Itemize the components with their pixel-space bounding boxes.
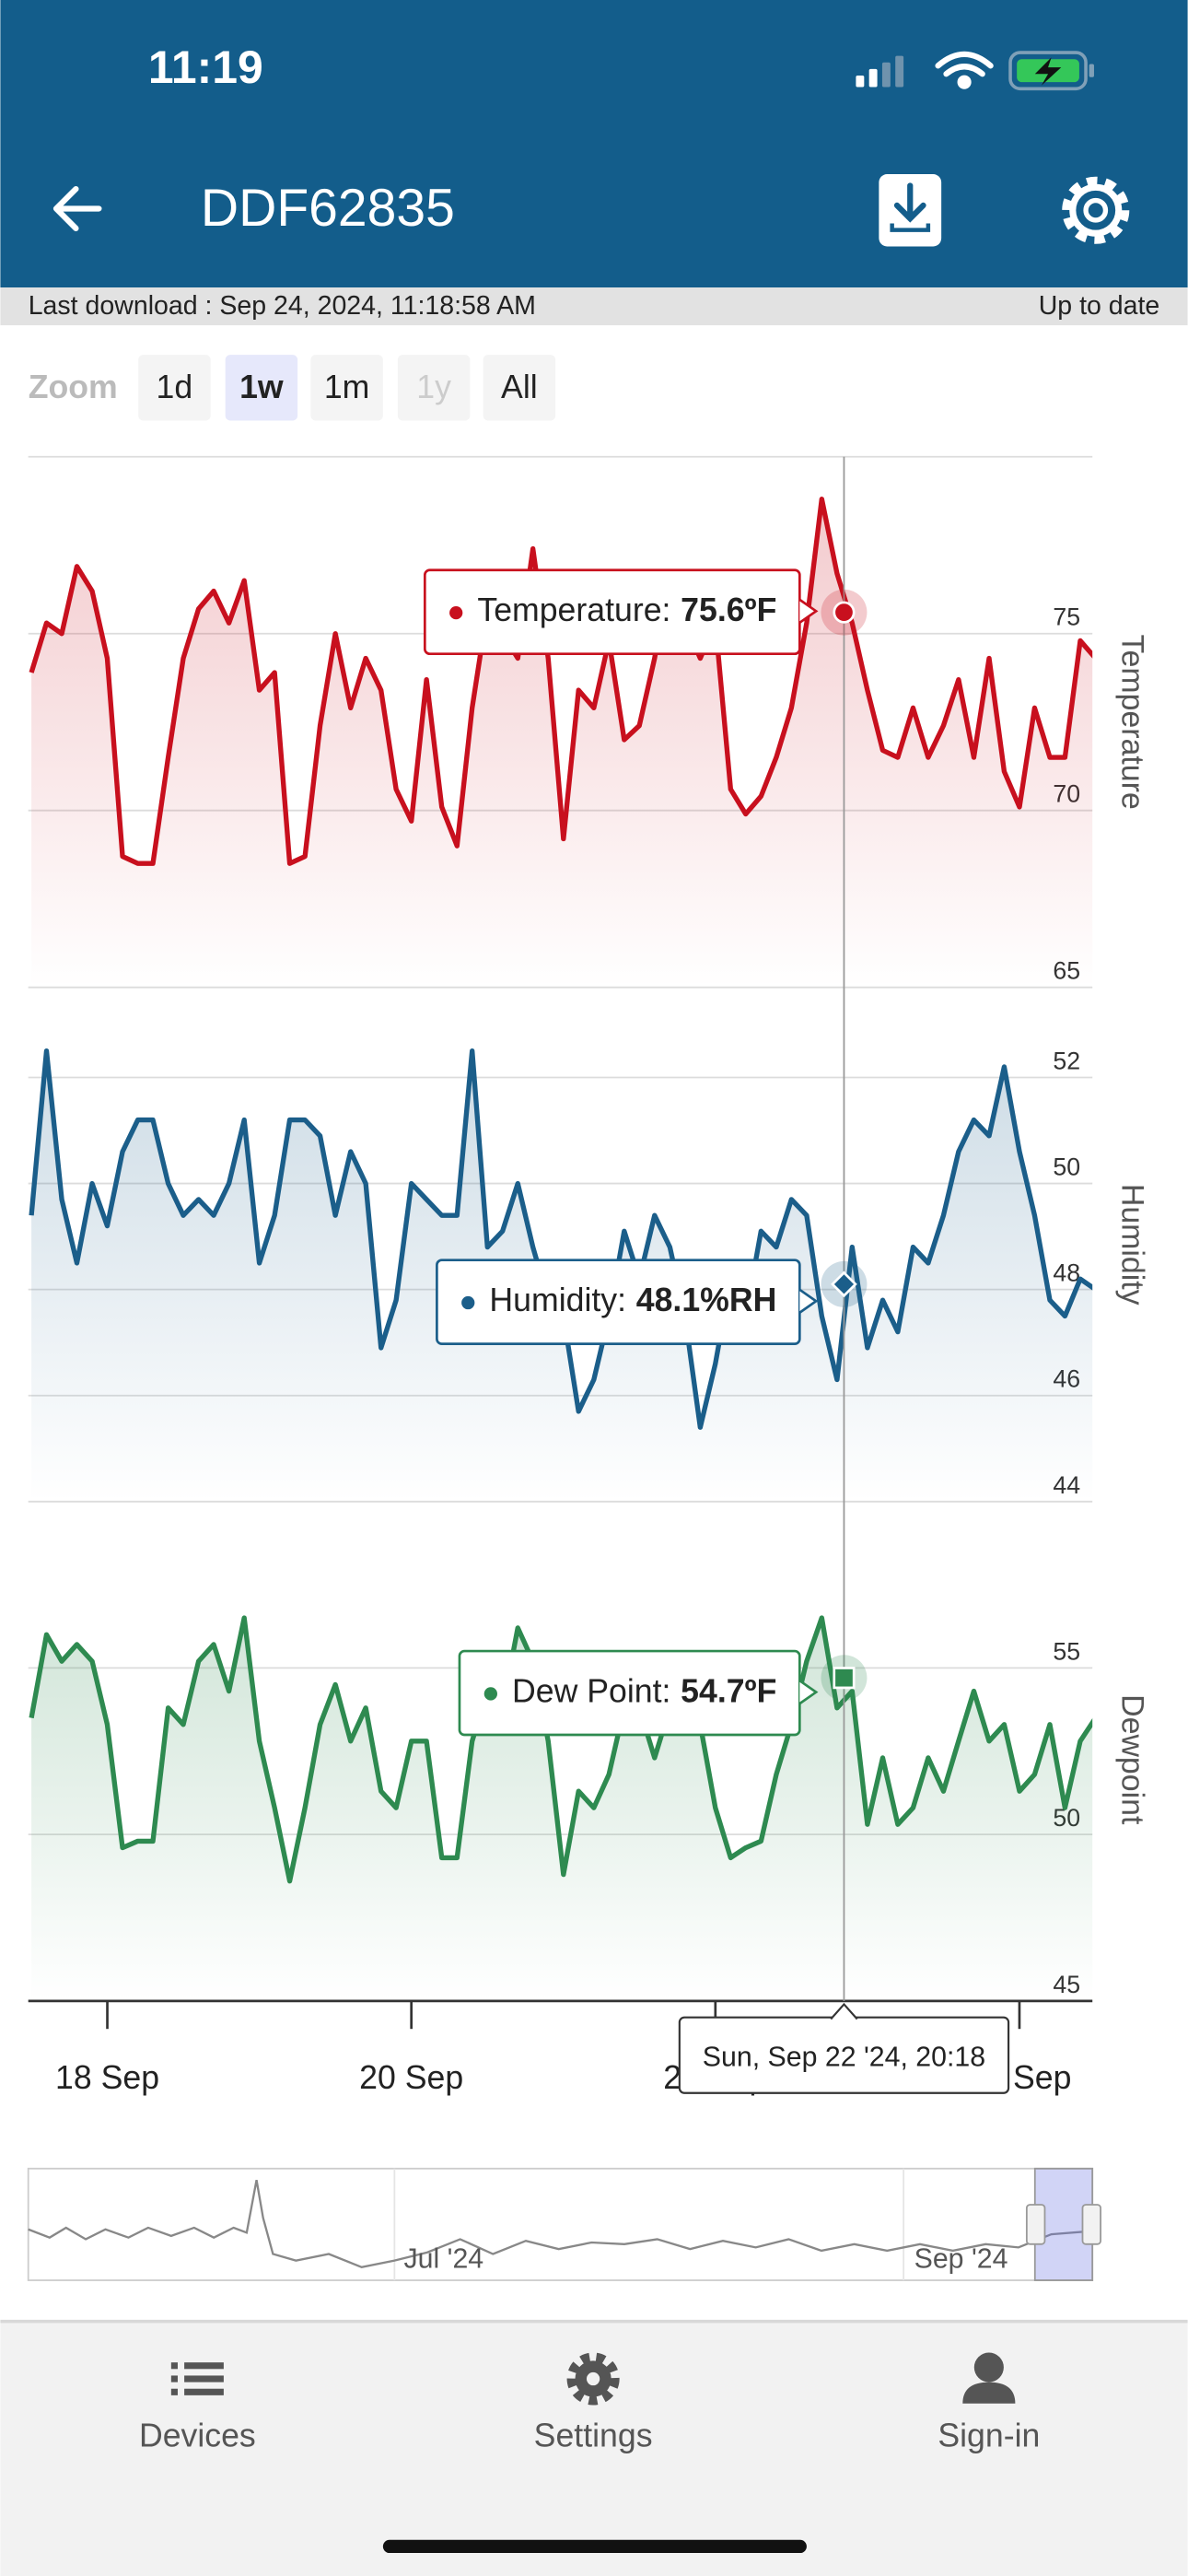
axis-title: Dewpoint — [1114, 1694, 1149, 1825]
tooltip-value: 54.7ºF — [681, 1673, 776, 1710]
zoom-button-label: All — [501, 369, 538, 405]
zoom-button: 1y — [397, 355, 471, 421]
tooltip-pointer — [798, 1680, 819, 1705]
navigator-handle[interactable] — [1081, 2204, 1101, 2245]
zoom-label: Zoom — [29, 369, 118, 405]
y-tick-label: 75 — [1053, 603, 1080, 631]
series-line — [29, 1615, 1093, 1884]
tooltip-text: Humidity: 48.1%RH — [489, 1282, 776, 1318]
series-area — [31, 1618, 1093, 2001]
back-button[interactable] — [52, 185, 102, 231]
zoom-button[interactable]: 1m — [310, 355, 383, 421]
tab-label: Devices — [139, 2418, 256, 2454]
tooltip-label: Dew Point: — [512, 1673, 670, 1710]
tooltip-dot — [449, 605, 463, 620]
series-line — [29, 497, 1093, 866]
x-tick-label: 20 Sep — [359, 2059, 463, 2096]
tooltip-value: 48.1%RH — [636, 1282, 777, 1318]
hover-marker — [833, 1667, 856, 1690]
y-tick-label: 52 — [1053, 1048, 1080, 1075]
header-bg — [0, 0, 1188, 288]
axis-title: Humidity — [1114, 1184, 1149, 1306]
tooltip-pointer — [798, 1288, 819, 1314]
battery-icon — [1008, 51, 1094, 91]
y-tick-label: 50 — [1053, 1153, 1080, 1181]
zoom-button[interactable]: All — [483, 355, 556, 421]
tooltip: Temperature: 75.6ºF — [423, 568, 819, 656]
settings-button[interactable] — [1062, 176, 1130, 244]
chart: 657075Temperature4446485052Humidity45505… — [28, 455, 1149, 2096]
wifi-icon — [935, 51, 994, 89]
navigator-line — [28, 2180, 1093, 2268]
date-tooltip: Sun, Sep 22 '24, 20:18 — [678, 2002, 1010, 2094]
signal-icon — [856, 55, 904, 88]
series-area — [31, 498, 1093, 988]
last-download: Last download : Sep 24, 2024, 11:18:58 A… — [29, 291, 536, 321]
axis-title: Temperature — [1114, 635, 1149, 810]
tooltip-pointer — [798, 598, 819, 624]
navigator-frame — [27, 2167, 1094, 2281]
navigator: Jul '24 Sep '24 — [27, 2167, 1101, 2281]
tooltip-text: Dew Point: 54.7ºF — [512, 1673, 776, 1710]
navigator-handle[interactable] — [1025, 2204, 1046, 2245]
zoom-button-bg — [225, 355, 298, 421]
date-tooltip-pointer — [830, 2002, 858, 2020]
info-bar — [0, 287, 1188, 326]
series-area — [31, 1050, 1093, 1502]
y-tick-label: 48 — [1053, 1259, 1080, 1287]
date-tooltip-text: Sun, Sep 22 '24, 20:18 — [703, 2042, 985, 2072]
zoom-button-bg — [397, 355, 471, 421]
tooltip-text: Temperature: 75.6ºF — [477, 592, 776, 629]
zoom-buttons: 1d 1w 1m 1y All — [138, 355, 556, 421]
hover-marker — [833, 601, 856, 624]
tooltip-label: Temperature: — [477, 592, 670, 629]
clock: 11:19 — [148, 41, 263, 93]
tooltip: Dew Point: 54.7ºF — [458, 1649, 819, 1737]
home-indicator — [382, 2539, 807, 2554]
hover-marker — [831, 1270, 857, 1298]
tooltip-value: 75.6ºF — [681, 592, 776, 629]
sync-status: Up to date — [1039, 291, 1160, 321]
zoom-button-bg — [483, 355, 556, 421]
tooltip-label: Humidity: — [489, 1282, 626, 1318]
zoom-button-label: 1m — [324, 369, 370, 405]
tab-label: Settings — [534, 2418, 653, 2454]
zoom-button[interactable]: 1d — [138, 355, 211, 421]
zoom-button-label: 1d — [157, 369, 193, 405]
tab-label: Sign-in — [938, 2418, 1040, 2454]
tooltip-dot — [483, 1687, 497, 1701]
zoom-button-label: 1y — [416, 369, 451, 405]
zoom-button-bg — [138, 355, 211, 421]
navigator-label: Jul '24 — [404, 2244, 484, 2275]
zoom-button-bg — [310, 355, 383, 421]
navigator-label: Sep '24 — [914, 2244, 1008, 2275]
zoom-button-label: 1w — [239, 369, 284, 405]
download-button[interactable] — [879, 174, 942, 247]
sign-in-tab[interactable]: Sign-in — [938, 2352, 1040, 2454]
device-title: DDF62835 — [201, 179, 455, 238]
zoom-button[interactable]: 1w — [225, 355, 298, 421]
tooltip: Humidity: 48.1%RH — [436, 1259, 819, 1345]
y-tick-label: 55 — [1053, 1637, 1080, 1665]
devices-tab[interactable]: Devices — [139, 2362, 256, 2454]
settings-tab[interactable]: Settings — [534, 2352, 653, 2454]
x-tick-label: 18 Sep — [55, 2059, 159, 2096]
tooltip-dot — [461, 1295, 475, 1310]
